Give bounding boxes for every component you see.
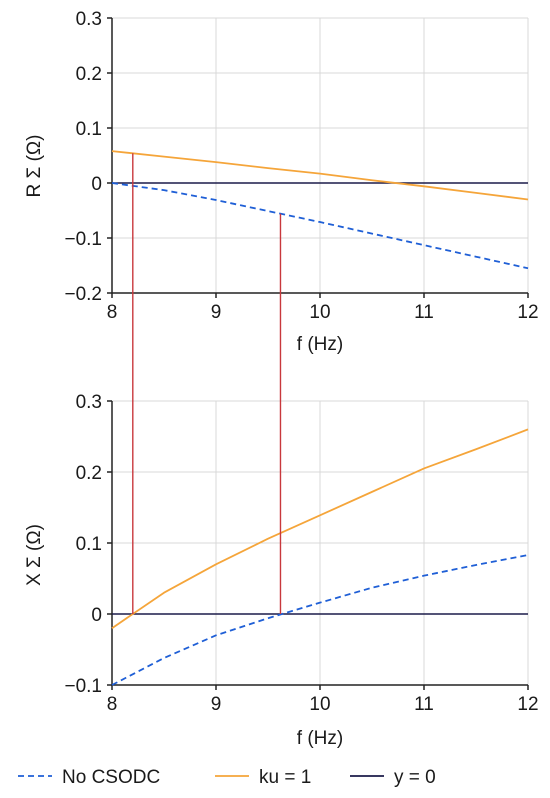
y-tick-label: 0 [91, 174, 102, 195]
x-tick-label: 9 [211, 302, 222, 323]
series-line-no-csodc [111, 182, 529, 270]
y-tick-label: −0.1 [64, 676, 102, 697]
y-axis-title: X Σ (Ω) [24, 524, 45, 586]
x-tick-label: 11 [414, 302, 434, 323]
x-axis-title: f (Hz) [297, 334, 343, 355]
series-line-ku-1 [111, 428, 529, 629]
x-tick-label: 11 [414, 694, 434, 715]
y-tick-label: 0 [91, 605, 102, 626]
x-tick-label: 12 [517, 302, 538, 323]
x-axis-title: f (Hz) [297, 728, 343, 749]
y-tick-label: 0.3 [76, 392, 102, 413]
x-tick-label: 8 [107, 302, 118, 323]
series-line-no-csodc [111, 554, 529, 686]
r-sigma-panel: 8 9 10 11 12 0.3 0.2 0.1 0 −0.1 −0.2 f (Hz) R Σ (Ω) [24, 9, 539, 355]
y-tick-label: −0.2 [64, 284, 102, 305]
y-tick-label: 0.2 [76, 463, 102, 484]
x-tick-label: 10 [309, 302, 330, 323]
x-sigma-panel: 8 9 10 11 12 0.3 0.2 0.1 0 −0.1 f (Hz) X Σ (Ω) [24, 392, 539, 749]
legend-label: ku = 1 [259, 767, 311, 788]
legend: No CSODC ku = 1 y = 0 [18, 767, 436, 788]
legend-label: No CSODC [62, 767, 160, 788]
y-axis-title: R Σ (Ω) [24, 135, 45, 198]
marker-lines [132, 153, 282, 614]
y-tick-label: 0.2 [76, 64, 102, 85]
x-tick-label: 10 [309, 694, 330, 715]
y-tick-label: −0.1 [64, 229, 102, 250]
y-tick-label: 0.3 [76, 9, 102, 30]
y-tick-label: 0.1 [76, 119, 102, 140]
x-tick-label: 9 [211, 694, 222, 715]
x-tick-label: 12 [517, 694, 538, 715]
legend-label: y = 0 [394, 767, 436, 788]
x-tick-label: 8 [107, 694, 118, 715]
y-tick-label: 0.1 [76, 534, 102, 555]
series-line-ku-1 [111, 150, 529, 201]
